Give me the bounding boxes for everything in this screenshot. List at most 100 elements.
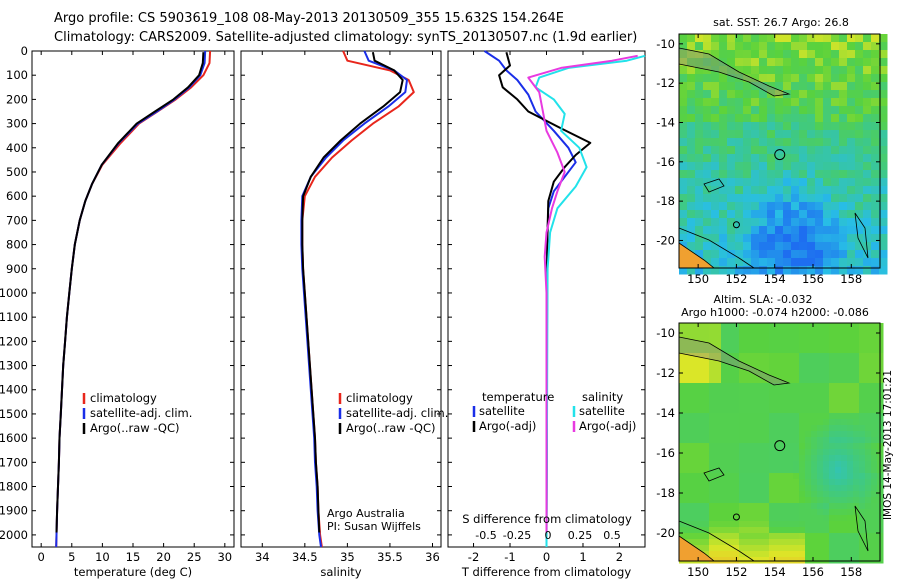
- map-cell: [745, 461, 752, 468]
- map-cell: [727, 250, 736, 259]
- map-cell: [847, 407, 854, 414]
- map-cell: [811, 431, 818, 438]
- map-cell: [805, 479, 812, 486]
- map-cell: [715, 323, 722, 330]
- map-cell: [721, 527, 728, 534]
- map-cell: [817, 329, 824, 336]
- map-cell: [711, 74, 720, 83]
- map-cell: [859, 467, 866, 474]
- map-cell: [879, 210, 888, 219]
- map-cell: [781, 521, 788, 528]
- map-cell: [859, 353, 866, 360]
- map-cell: [687, 210, 696, 219]
- map-cell: [831, 130, 840, 139]
- map-cell: [841, 545, 848, 552]
- map-cell: [745, 479, 752, 486]
- map-cell: [709, 479, 716, 486]
- map-cell: [757, 437, 764, 444]
- map-cell: [793, 329, 800, 336]
- map-cell: [767, 258, 776, 267]
- map-cell: [787, 551, 794, 558]
- map-cell: [757, 455, 764, 462]
- map-cell: [879, 258, 888, 267]
- map-cell: [799, 250, 808, 259]
- map-cell: [841, 485, 848, 492]
- x-tick-label: 35: [340, 550, 355, 564]
- map-cell: [709, 329, 716, 336]
- map-cell: [817, 383, 824, 390]
- map-cell: [787, 413, 794, 420]
- map-cell: [817, 461, 824, 468]
- map-cell: [879, 50, 888, 59]
- map-cell: [823, 437, 830, 444]
- map-cell: [759, 34, 768, 43]
- map-cell: [783, 138, 792, 147]
- map-cell: [727, 383, 734, 390]
- map-cell: [807, 178, 816, 187]
- y-tick-label: 0: [21, 44, 28, 58]
- map-cell: [811, 473, 818, 480]
- map-cell: [847, 66, 856, 75]
- map-cell: [691, 329, 698, 336]
- map-cell: [721, 401, 728, 408]
- map-cell: [743, 90, 752, 99]
- map-cell: [703, 545, 710, 552]
- map-cell: [733, 497, 740, 504]
- map-cell: [763, 425, 770, 432]
- map-cell: [863, 98, 872, 107]
- map-cell: [865, 335, 872, 342]
- map-cell: [871, 34, 880, 43]
- map-cell: [727, 194, 736, 203]
- map-cell: [739, 437, 746, 444]
- map-cell: [727, 425, 734, 432]
- map-cell: [687, 146, 696, 155]
- y-tick-label: 1700: [0, 455, 28, 469]
- map-cell: [685, 449, 692, 456]
- map-cell: [863, 186, 872, 195]
- map-cell: [703, 234, 712, 243]
- map-cell: [817, 425, 824, 432]
- map-cell: [815, 162, 824, 171]
- map-cell: [823, 202, 832, 211]
- map-cell: [727, 323, 734, 330]
- map-cell: [695, 106, 704, 115]
- map-cell: [703, 186, 712, 195]
- map-cell: [759, 42, 768, 51]
- map-cell: [727, 234, 736, 243]
- map-cell: [829, 383, 836, 390]
- map-cell: [697, 455, 704, 462]
- map-cell: [847, 551, 854, 558]
- map-title: Altim. SLA: -0.032: [713, 293, 812, 306]
- map-cell: [703, 341, 710, 348]
- map-cell: [751, 431, 758, 438]
- map-cell: [835, 407, 842, 414]
- map-cell: [847, 250, 856, 259]
- map-cell: [679, 527, 686, 534]
- map-cell: [805, 491, 812, 498]
- map-cell: [871, 82, 880, 91]
- map-cell: [745, 437, 752, 444]
- map-cell: [787, 479, 794, 486]
- map-cell: [721, 407, 728, 414]
- map-cell: [769, 329, 776, 336]
- map-cell: [783, 50, 792, 59]
- map-cell: [823, 194, 832, 203]
- map-cell: [711, 122, 720, 131]
- map-cell: [807, 66, 816, 75]
- map-cell: [823, 377, 830, 384]
- map-cell: [799, 34, 808, 43]
- map-cell: [703, 323, 710, 330]
- map-cell: [855, 82, 864, 91]
- map-y-tick-label: -14: [656, 115, 675, 129]
- map-cell: [745, 413, 752, 420]
- map-cell: [829, 449, 836, 456]
- map-cell: [757, 395, 764, 402]
- map-cell: [697, 335, 704, 342]
- map-cell: [733, 401, 740, 408]
- map-cell: [733, 353, 740, 360]
- map-cell: [799, 146, 808, 155]
- map-cell: [847, 226, 856, 235]
- map-cell: [751, 42, 760, 51]
- map-cell: [787, 371, 794, 378]
- map-cell: [757, 353, 764, 360]
